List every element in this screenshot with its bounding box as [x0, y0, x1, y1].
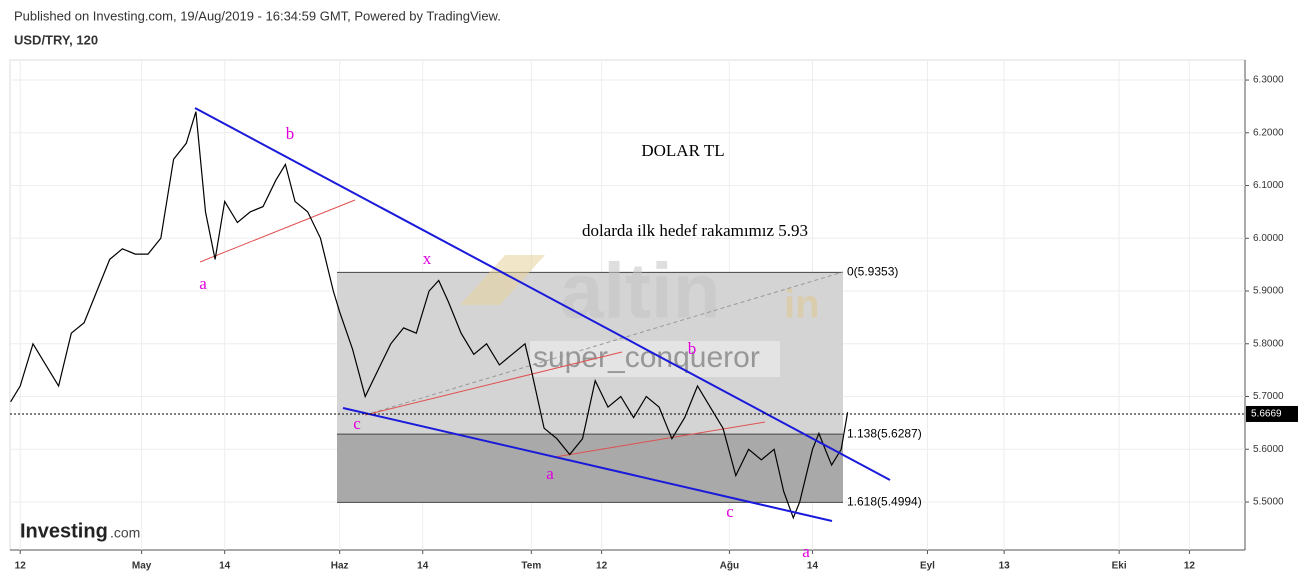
fib-zone	[337, 434, 843, 503]
trendline	[194, 107, 891, 481]
annotation: DOLAR TL	[641, 141, 724, 160]
x-tick-label: May	[132, 561, 152, 572]
trendlines	[194, 107, 891, 522]
trendline	[199, 199, 356, 263]
y-tick-label: 5.7000	[1253, 391, 1284, 402]
y-tick-label: 6.0000	[1253, 233, 1284, 244]
fib-label: 1.618(5.4994)	[847, 494, 922, 508]
price-line	[10, 111, 849, 520]
x-tick-label: 14	[219, 561, 231, 572]
fib-label: 0(5.9353)	[847, 265, 898, 279]
x-tick-label: 12	[1184, 561, 1196, 572]
trendline	[364, 351, 623, 416]
chart-title: USD/TRY, 120	[14, 32, 98, 47]
watermark-text: in	[784, 283, 820, 327]
y-tick-label: 5.5000	[1253, 497, 1284, 508]
fib-label: 1.138(5.6287)	[847, 426, 922, 440]
wave-label: c	[726, 502, 734, 521]
last-price-label: 5.6669	[1251, 409, 1282, 420]
wave-label: x	[423, 249, 432, 268]
x-tick-label: 14	[417, 561, 429, 572]
watermark-text: super_conqueror	[533, 341, 760, 374]
wave-label: a	[546, 464, 554, 483]
annotation: dolarda ilk hedef rakamımız 5.93	[582, 221, 808, 240]
trendline	[554, 421, 766, 458]
annotations: DOLAR TL dolarda ilk hedef rakamımız 5.93…	[199, 124, 810, 561]
x-tick-label: Eki	[1112, 561, 1127, 572]
wave-label: b	[688, 339, 697, 358]
x-tick-label: 12	[15, 561, 27, 572]
logo: Investing .com	[20, 520, 140, 542]
y-tick-label: 5.9000	[1253, 286, 1284, 297]
plot	[10, 111, 849, 520]
y-tick-label: 5.8000	[1253, 338, 1284, 349]
last-price-box	[1246, 405, 1298, 422]
logo-text: Investing	[20, 520, 108, 542]
x-tick-label: Tem	[521, 561, 541, 572]
trendline	[342, 407, 833, 522]
wave-label: c	[353, 414, 361, 433]
x-tick-label: 13	[999, 561, 1011, 572]
x-tick-label: Ağu	[720, 561, 739, 572]
y-tick-label: 6.2000	[1253, 127, 1284, 138]
logo-text: .com	[110, 525, 140, 541]
y-tick-label: 6.1000	[1253, 180, 1284, 191]
wave-label: a	[199, 274, 207, 293]
x-tick-label: 14	[807, 561, 819, 572]
watermark-text: altin	[560, 247, 720, 335]
watermark: altin in super_conqueror	[460, 247, 820, 377]
y-tick-label: 6.3000	[1253, 75, 1284, 86]
wave-label: a	[802, 542, 810, 561]
subtitle: Published on Investing.com, 19/Aug/2019 …	[14, 8, 501, 23]
watermark-box	[530, 341, 780, 377]
trendline	[364, 271, 844, 416]
x-tick-label: Eyl	[920, 561, 935, 572]
wave-label: b	[286, 124, 295, 143]
x-tick-label: Haz	[331, 561, 349, 572]
trendlines	[199, 199, 844, 458]
x-tick-label: 12	[596, 561, 608, 572]
watermark-logo	[460, 255, 545, 305]
y-tick-label: 5.6000	[1253, 444, 1284, 455]
